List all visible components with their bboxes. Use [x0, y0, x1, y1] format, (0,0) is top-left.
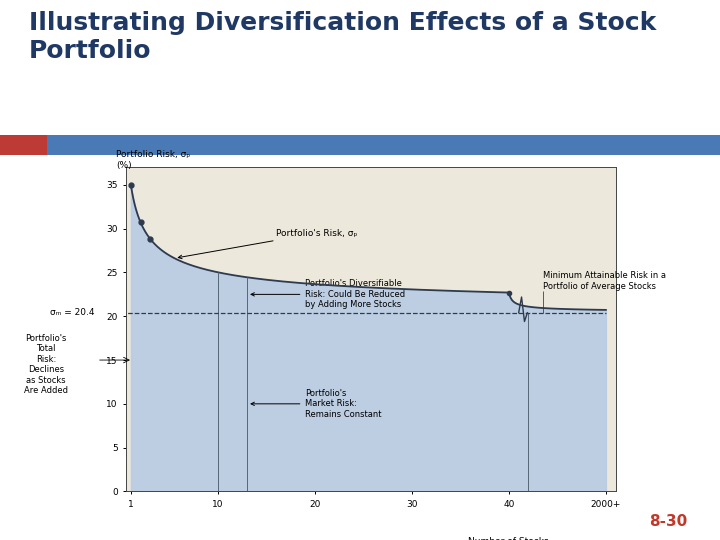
Text: (%): (%): [116, 161, 132, 170]
Text: Illustrating Diversification Effects of a Stock
Portfolio: Illustrating Diversification Effects of …: [29, 11, 656, 63]
Text: Portfolio's Risk, σₚ: Portfolio's Risk, σₚ: [179, 228, 358, 259]
Text: Portfolio's
Market Risk:
Remains Constant: Portfolio's Market Risk: Remains Constan…: [251, 389, 382, 419]
Bar: [0, 135, 47, 156]
Text: 8-30: 8-30: [649, 514, 688, 529]
Text: σₘ = 20.4: σₘ = 20.4: [50, 308, 94, 318]
Text: Portfolio's
Total
Risk:
Declines
as Stocks
Are Added: Portfolio's Total Risk: Declines as Stoc…: [24, 334, 68, 395]
Text: Portfolio Risk, σₚ: Portfolio Risk, σₚ: [116, 150, 191, 159]
Bar: [47, 135, 720, 156]
Text: Minimum Attainable Risk in a
Portfolio of Average Stocks: Minimum Attainable Risk in a Portfolio o…: [543, 272, 666, 291]
Text: Number of Stocks
in the Portfolio: Number of Stocks in the Portfolio: [467, 537, 548, 540]
Text: Portfolio's Diversifiable
Risk: Could Be Reduced
by Adding More Stocks: Portfolio's Diversifiable Risk: Could Be…: [251, 280, 405, 309]
